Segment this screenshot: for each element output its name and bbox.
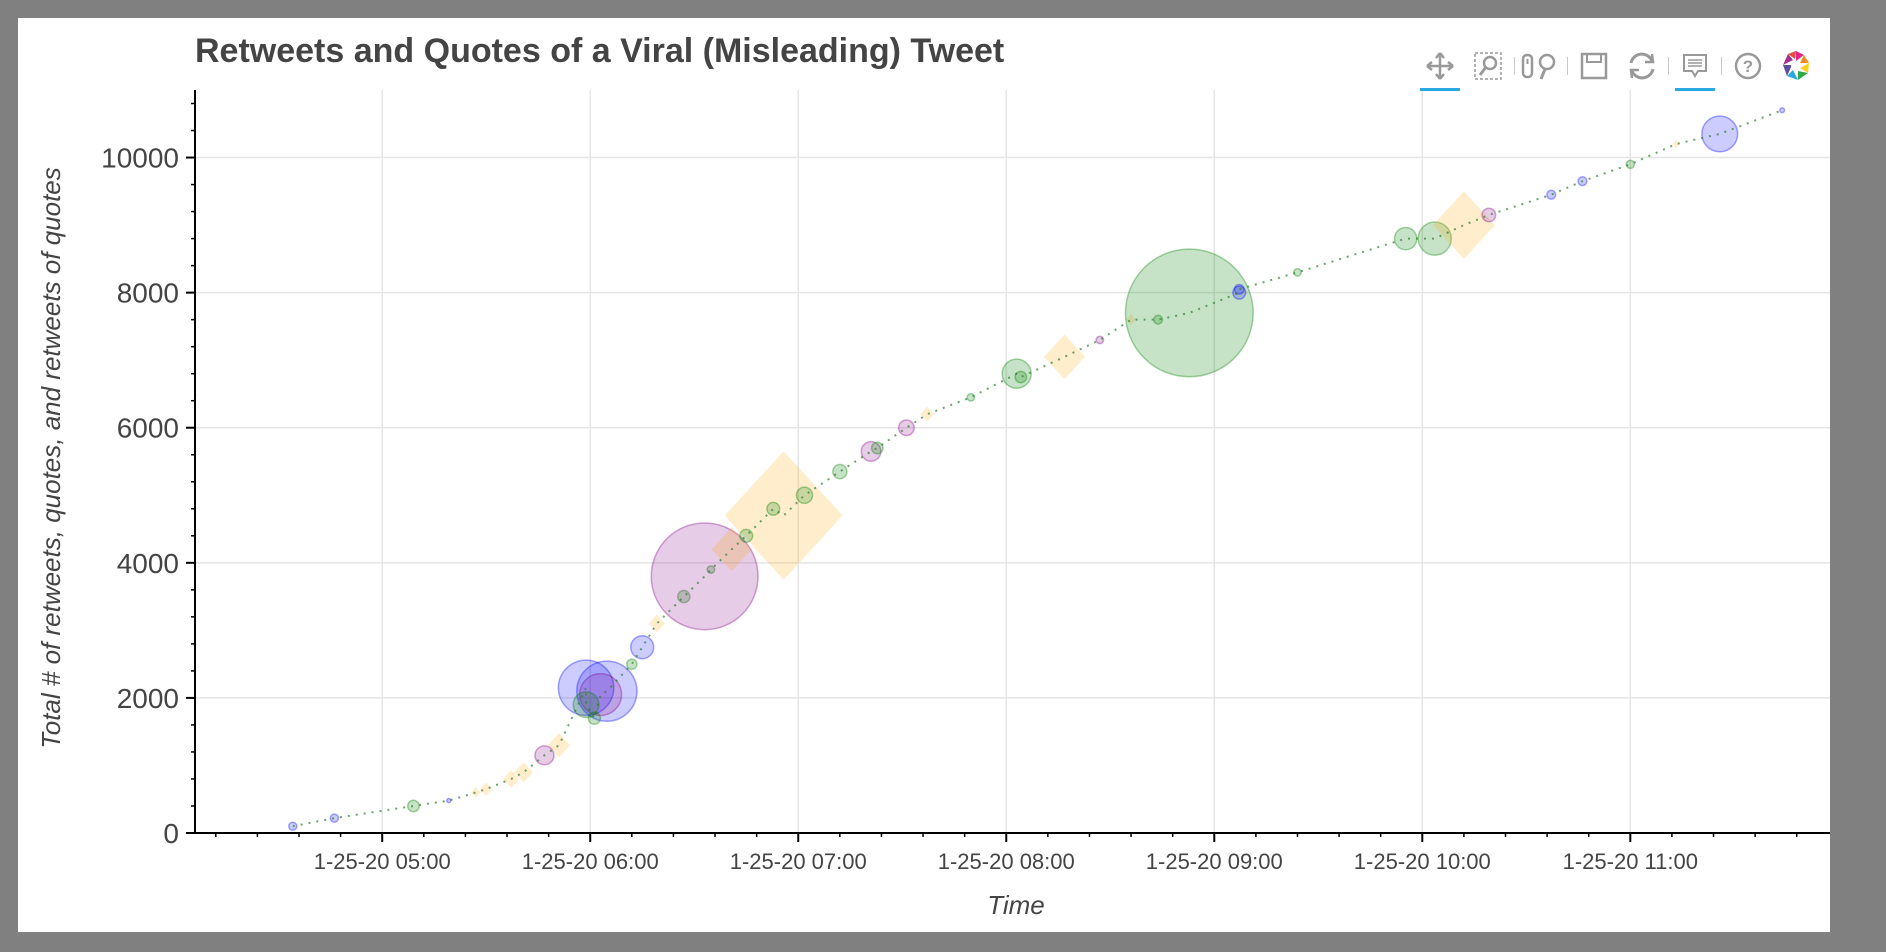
toolbar-separator — [1567, 57, 1568, 75]
data-point-green-circle[interactable] — [626, 658, 638, 670]
y-tick-label: 6000 — [117, 413, 179, 444]
y-tick-label: 8000 — [117, 278, 179, 309]
x-tick-label: 1-25-20 09:00 — [1146, 849, 1283, 874]
data-point-orange-diamond[interactable] — [547, 733, 571, 758]
data-point-blue-circle[interactable] — [1546, 189, 1557, 200]
axes: 1-25-20 05:00 1-25-20 06:00 1-25-20 07:00 1… — [101, 90, 1830, 874]
data-point-blue-circle[interactable] — [557, 659, 615, 717]
toolbar-separator — [1514, 57, 1515, 75]
y-tick-label: 10000 — [101, 143, 179, 174]
x-tick-label: 1-25-20 08:00 — [938, 849, 1075, 874]
data-point-green-circle[interactable] — [1152, 314, 1164, 325]
reset-icon — [1629, 52, 1655, 80]
y-tick-label: 2000 — [117, 683, 179, 714]
box-zoom-icon — [1474, 52, 1502, 80]
data-point-green-circle[interactable] — [966, 392, 976, 402]
data-point-orange-diamond[interactable] — [1432, 191, 1495, 259]
x-tick-label: 1-25-20 11:00 — [1563, 849, 1698, 874]
save-icon — [1580, 52, 1608, 80]
data-point-blue-circle[interactable] — [1701, 115, 1739, 153]
data-point-green-circle[interactable] — [406, 799, 420, 813]
reset-tool[interactable] — [1618, 45, 1666, 87]
data-point-blue-circle[interactable] — [446, 797, 452, 804]
pan-icon — [1426, 52, 1454, 80]
x-axis-label: Time — [987, 890, 1045, 920]
data-point-green-circle[interactable] — [1417, 221, 1453, 256]
plot-toolbar: ? — [1416, 45, 1820, 91]
grid-lines — [195, 90, 1830, 834]
data-point-purple-circle[interactable] — [1481, 207, 1497, 223]
series-trail — [292, 109, 1783, 828]
bokeh-logo[interactable] — [1772, 45, 1820, 87]
y-tick-label: 4000 — [117, 548, 179, 579]
data-point-green-circle[interactable] — [870, 441, 884, 455]
hover-icon — [1683, 54, 1707, 78]
data-marks — [287, 107, 1786, 832]
data-point-purple-circle[interactable] — [578, 672, 623, 717]
hover-tool[interactable] — [1671, 45, 1719, 91]
data-point-green-circle[interactable] — [587, 711, 602, 726]
data-point-purple-circle[interactable] — [897, 419, 915, 437]
data-point-green-circle[interactable] — [1014, 370, 1028, 384]
data-point-orange-diamond[interactable] — [1043, 334, 1086, 380]
data-point-blue-circle[interactable] — [1233, 283, 1245, 295]
x-tick-label: 1-25-20 10:00 — [1354, 849, 1491, 874]
data-point-orange-diamond[interactable] — [648, 614, 665, 633]
help-icon: ? — [1734, 52, 1762, 80]
help-tool[interactable]: ? — [1724, 45, 1772, 87]
pan-tool[interactable] — [1416, 45, 1464, 91]
save-tool[interactable] — [1570, 45, 1618, 87]
y-axis-label: Total # of retweets, quotes, and retweet… — [36, 167, 66, 749]
box-zoom-tool[interactable] — [1464, 45, 1512, 87]
data-point-green-circle[interactable] — [795, 486, 814, 505]
toolbar-separator — [1668, 57, 1669, 75]
data-point-green-circle[interactable] — [1293, 267, 1302, 277]
chart[interactable]: 1-25-20 05:00 1-25-20 06:00 1-25-20 07:00 1… — [18, 18, 1830, 932]
wheel-zoom-tool[interactable] — [1517, 45, 1565, 87]
data-point-purple-circle[interactable] — [860, 440, 882, 462]
x-tick-label: 1-25-20 05:00 — [314, 849, 451, 874]
data-point-blue-circle[interactable] — [1779, 107, 1786, 114]
data-point-green-circle[interactable] — [1625, 159, 1636, 170]
bokeh-logo-icon — [1783, 51, 1809, 80]
data-point-orange-diamond[interactable] — [471, 787, 481, 798]
data-point-blue-circle[interactable] — [329, 813, 340, 823]
data-point-green-circle[interactable] — [1124, 248, 1254, 378]
data-point-blue-circle[interactable] — [1232, 285, 1247, 300]
data-point-green-circle[interactable] — [739, 528, 754, 543]
x-tick-label: 1-25-20 06:00 — [522, 849, 659, 874]
data-point-green-circle[interactable] — [832, 463, 848, 480]
data-point-green-circle[interactable] — [766, 501, 781, 516]
svg-text:?: ? — [1743, 57, 1753, 76]
data-point-orange-diamond[interactable] — [1126, 314, 1137, 326]
x-tick-label: 1-25-20 07:00 — [730, 849, 867, 874]
data-point-orange-diamond[interactable] — [480, 782, 493, 796]
data-point-green-circle[interactable] — [1393, 226, 1418, 251]
plot-frame: 1-25-20 05:00 1-25-20 06:00 1-25-20 07:00 1… — [18, 18, 1830, 932]
y-tick-label: 0 — [163, 818, 179, 849]
data-point-orange-diamond[interactable] — [920, 406, 935, 422]
toolbar-separator — [1721, 57, 1722, 75]
data-point-blue-circle[interactable] — [576, 660, 638, 722]
chart-title: Retweets and Quotes of a Viral (Misleadi… — [195, 32, 1004, 70]
data-point-orange-diamond[interactable] — [514, 762, 533, 783]
data-point-blue-circle[interactable] — [630, 635, 655, 660]
trend-line — [292, 109, 1783, 828]
data-point-orange-diamond[interactable] — [724, 451, 843, 580]
wheel-zoom-icon — [1521, 53, 1556, 80]
data-point-orange-diamond[interactable] — [1672, 139, 1680, 149]
